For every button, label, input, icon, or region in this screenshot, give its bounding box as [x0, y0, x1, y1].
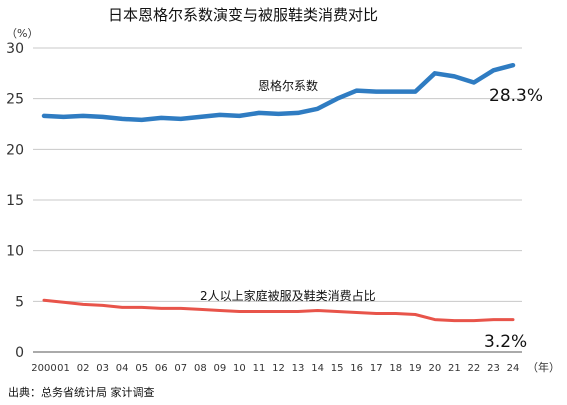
clothing-share-line — [42, 298, 515, 323]
chart-title: 日本恩格尔系数演变与被服鞋类消费对比 — [108, 6, 378, 24]
x-tick-label: 06 — [155, 363, 168, 374]
x-tick-label: 02 — [77, 363, 90, 374]
series-label: 恩格尔系数 — [258, 78, 318, 93]
x-tick-label: 21 — [448, 363, 461, 374]
y-tick-label: 15 — [6, 193, 24, 209]
x-tick-label: 03 — [96, 363, 109, 374]
x-tick-label: 07 — [174, 363, 187, 374]
engel-coefficient-line — [41, 62, 516, 123]
x-tick-label: 10 — [233, 363, 246, 374]
y-axis-label: （%） — [6, 27, 38, 40]
series-layer: 恩格尔系数 28.3% 2人以上家庭被服及鞋类消费占比 3.2% — [41, 62, 543, 352]
x-tick-label: 13 — [292, 363, 305, 374]
gridlines — [33, 47, 522, 353]
end-value-label: 3.2% — [484, 332, 527, 352]
x-tick-label: 12 — [272, 363, 285, 374]
x-tick-label: 14 — [311, 363, 324, 374]
x-tick-label: 20 — [428, 363, 441, 374]
x-tick-label: 08 — [194, 363, 207, 374]
x-tick-label: 22 — [468, 363, 481, 374]
x-tick-label: 17 — [370, 363, 383, 374]
x-tick-label: 23 — [487, 363, 500, 374]
x-tick-label: 24 — [507, 363, 520, 374]
x-tick-label: 16 — [350, 363, 363, 374]
y-tick-label: 10 — [6, 244, 24, 260]
y-tick-label: 30 — [6, 41, 24, 57]
x-tick-label: 2000 — [31, 363, 56, 374]
x-tick-label: 15 — [331, 363, 344, 374]
x-axis-ticks: 2000 01 02 03 04 05 06 07 08 09 10 11 12 13 14 15 16 17 18… — [31, 363, 519, 374]
x-tick-label: 04 — [116, 363, 129, 374]
x-tick-label: 01 — [57, 363, 70, 374]
x-axis-label: （年） — [527, 360, 560, 374]
series-label: 2人以上家庭被服及鞋类消费占比 — [200, 288, 376, 303]
y-axis-ticks: 0 5 10 15 20 25 30 — [6, 41, 24, 361]
y-tick-label: 5 — [15, 294, 24, 310]
y-tick-label: 20 — [6, 142, 24, 158]
x-tick-label: 18 — [389, 363, 402, 374]
x-tick-label: 09 — [214, 363, 227, 374]
x-tick-label: 19 — [409, 363, 422, 374]
end-value-label: 28.3% — [489, 86, 543, 106]
y-tick-label: 25 — [6, 92, 24, 108]
y-tick-label: 0 — [15, 345, 24, 361]
x-tick-label: 11 — [253, 363, 266, 374]
source-note: 出典：总务省统计局 家计调查 — [8, 385, 155, 399]
x-tick-label: 05 — [135, 363, 148, 374]
